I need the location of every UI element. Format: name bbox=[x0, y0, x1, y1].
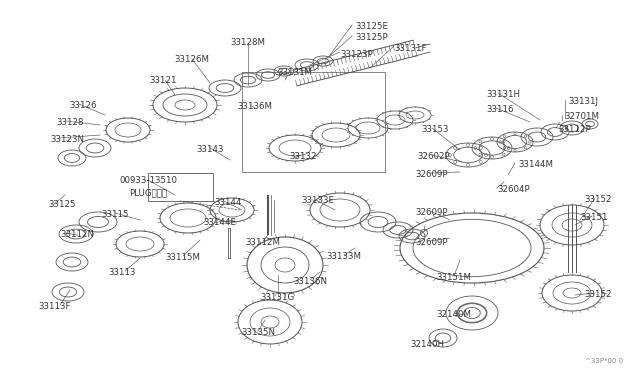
Text: 33144M: 33144M bbox=[518, 160, 553, 169]
Text: 33112M: 33112M bbox=[246, 238, 280, 247]
Text: 33152: 33152 bbox=[584, 195, 612, 204]
Text: 33125E: 33125E bbox=[355, 22, 388, 31]
Text: 33131H: 33131H bbox=[486, 90, 520, 99]
Text: 33131M: 33131M bbox=[278, 68, 312, 77]
Text: 33151: 33151 bbox=[580, 213, 608, 222]
Text: 32602P: 32602P bbox=[418, 152, 451, 161]
Text: 32604P: 32604P bbox=[497, 185, 530, 194]
Text: ^33P*00 0: ^33P*00 0 bbox=[585, 358, 623, 364]
Text: 33131F: 33131F bbox=[394, 44, 426, 53]
Text: 33116: 33116 bbox=[486, 105, 514, 114]
Bar bbox=[148, 173, 213, 201]
Text: 33132: 33132 bbox=[289, 152, 317, 161]
Text: 33115: 33115 bbox=[101, 210, 129, 219]
Text: 33136N: 33136N bbox=[293, 277, 327, 286]
Text: 33112N: 33112N bbox=[60, 230, 94, 239]
Text: 33128M: 33128M bbox=[230, 38, 266, 47]
Text: 33123P: 33123P bbox=[340, 50, 372, 59]
Text: 33126M: 33126M bbox=[175, 55, 209, 64]
Text: 33126: 33126 bbox=[69, 101, 97, 110]
Text: 33131J: 33131J bbox=[568, 97, 598, 106]
Text: 33112P: 33112P bbox=[558, 125, 591, 134]
Text: 33152: 33152 bbox=[584, 290, 612, 299]
Text: 33115M: 33115M bbox=[166, 253, 200, 262]
Text: 33151M: 33151M bbox=[436, 273, 472, 282]
Text: 32140M: 32140M bbox=[436, 310, 472, 319]
Text: 33144E: 33144E bbox=[204, 218, 237, 227]
Text: 33133E: 33133E bbox=[301, 196, 335, 205]
Text: PLUGプラグ: PLUGプラグ bbox=[129, 188, 167, 197]
Text: 33136M: 33136M bbox=[237, 102, 273, 111]
Text: 33131G: 33131G bbox=[261, 293, 295, 302]
Text: 32140H: 32140H bbox=[410, 340, 444, 349]
Text: 32609P: 32609P bbox=[416, 208, 448, 217]
Text: 33113F: 33113F bbox=[39, 302, 71, 311]
Text: 33123N: 33123N bbox=[50, 135, 84, 144]
Text: 32609P: 32609P bbox=[416, 170, 448, 179]
Text: 33121: 33121 bbox=[149, 76, 177, 85]
Text: 33113: 33113 bbox=[108, 268, 136, 277]
Text: 33144: 33144 bbox=[214, 198, 242, 207]
Text: 33133M: 33133M bbox=[326, 252, 362, 261]
Text: 00933-13510: 00933-13510 bbox=[119, 176, 177, 185]
Text: 33135N: 33135N bbox=[241, 328, 275, 337]
Text: 33128: 33128 bbox=[56, 118, 83, 127]
Text: 33143: 33143 bbox=[196, 145, 224, 154]
Text: 33125P: 33125P bbox=[355, 33, 388, 42]
Text: 32609P: 32609P bbox=[416, 238, 448, 247]
Text: 33125: 33125 bbox=[48, 200, 76, 209]
Text: 32701M: 32701M bbox=[564, 112, 599, 121]
Text: 33153: 33153 bbox=[421, 125, 449, 134]
